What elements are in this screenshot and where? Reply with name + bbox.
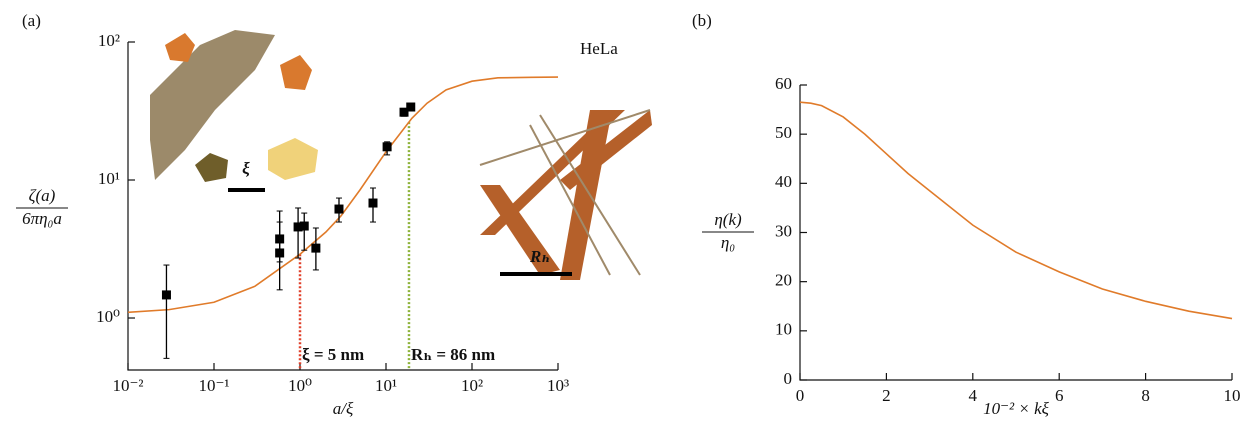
x-tick-label: 10: [1224, 386, 1241, 405]
x-tick-label: 10⁻¹: [198, 376, 229, 395]
fiber-thin: [539, 114, 641, 276]
protein: [165, 33, 195, 62]
point: [382, 142, 392, 152]
annotation-label: Rₕ = 86 nm: [411, 345, 495, 364]
x-tick-label: 0: [796, 386, 805, 405]
y-tick-label: 10⁰: [96, 307, 120, 326]
x-tick-label: 10²: [461, 376, 483, 395]
point: [368, 198, 378, 208]
point: [399, 107, 409, 117]
x-tick-label: 2: [882, 386, 891, 405]
point: [293, 222, 303, 232]
y-tick-label: 50: [775, 123, 792, 142]
y-tick-label: 10: [775, 320, 792, 339]
inset-label: Rₕ: [529, 247, 550, 266]
x-axis-label: a/ξ: [333, 399, 354, 418]
y-axis-label-denominator: 6πη₀a: [22, 209, 62, 228]
point: [161, 290, 171, 300]
cell-label: HeLa: [580, 39, 618, 58]
annotation-label: ξ = 5 nm: [302, 345, 364, 364]
x-tick-label: 10⁰: [288, 376, 312, 395]
point: [334, 204, 344, 214]
x-tick-label: 10¹: [375, 376, 397, 395]
line: [799, 101, 1233, 320]
point: [275, 234, 285, 244]
point: [311, 243, 321, 253]
panel-label: (a): [22, 11, 41, 30]
inset-proteins: [150, 30, 318, 192]
x-tick-label: 10³: [547, 376, 569, 395]
x-tick-label: 4: [969, 386, 978, 405]
y-tick-label: 30: [775, 221, 792, 240]
panel-label: (b): [692, 11, 712, 30]
x-tick-label: 6: [1055, 386, 1064, 405]
point: [406, 102, 416, 112]
fiber: [560, 110, 652, 190]
fiber-thin: [479, 109, 651, 166]
point: [299, 221, 309, 231]
y-tick-label: 10²: [98, 31, 120, 50]
y-tick-label: 40: [775, 172, 792, 191]
y-tick-label: 0: [784, 369, 793, 388]
axes: [799, 85, 1232, 381]
y-axis-label-numerator: η(k): [714, 210, 742, 229]
protein: [268, 138, 318, 180]
x-tick-label: 8: [1141, 386, 1150, 405]
inset-label: ξ: [242, 159, 250, 178]
y-tick-label: 60: [775, 74, 792, 93]
protein-aggregate: [150, 30, 275, 180]
y-axis-label-numerator: ζ(a): [29, 186, 56, 205]
x-tick-label: 10⁻²: [112, 376, 143, 395]
y-tick-label: 10¹: [98, 169, 120, 188]
y-axis-label-denominator: η₀: [721, 233, 735, 252]
fiber-thin: [529, 124, 611, 276]
fit-curve: [127, 76, 559, 314]
x-axis-label: 10⁻² × kξ: [983, 399, 1050, 418]
protein: [195, 153, 228, 182]
protein: [280, 55, 312, 90]
y-tick-label: 20: [775, 271, 792, 290]
fiber: [480, 185, 560, 275]
inset-fibers: [479, 109, 652, 280]
